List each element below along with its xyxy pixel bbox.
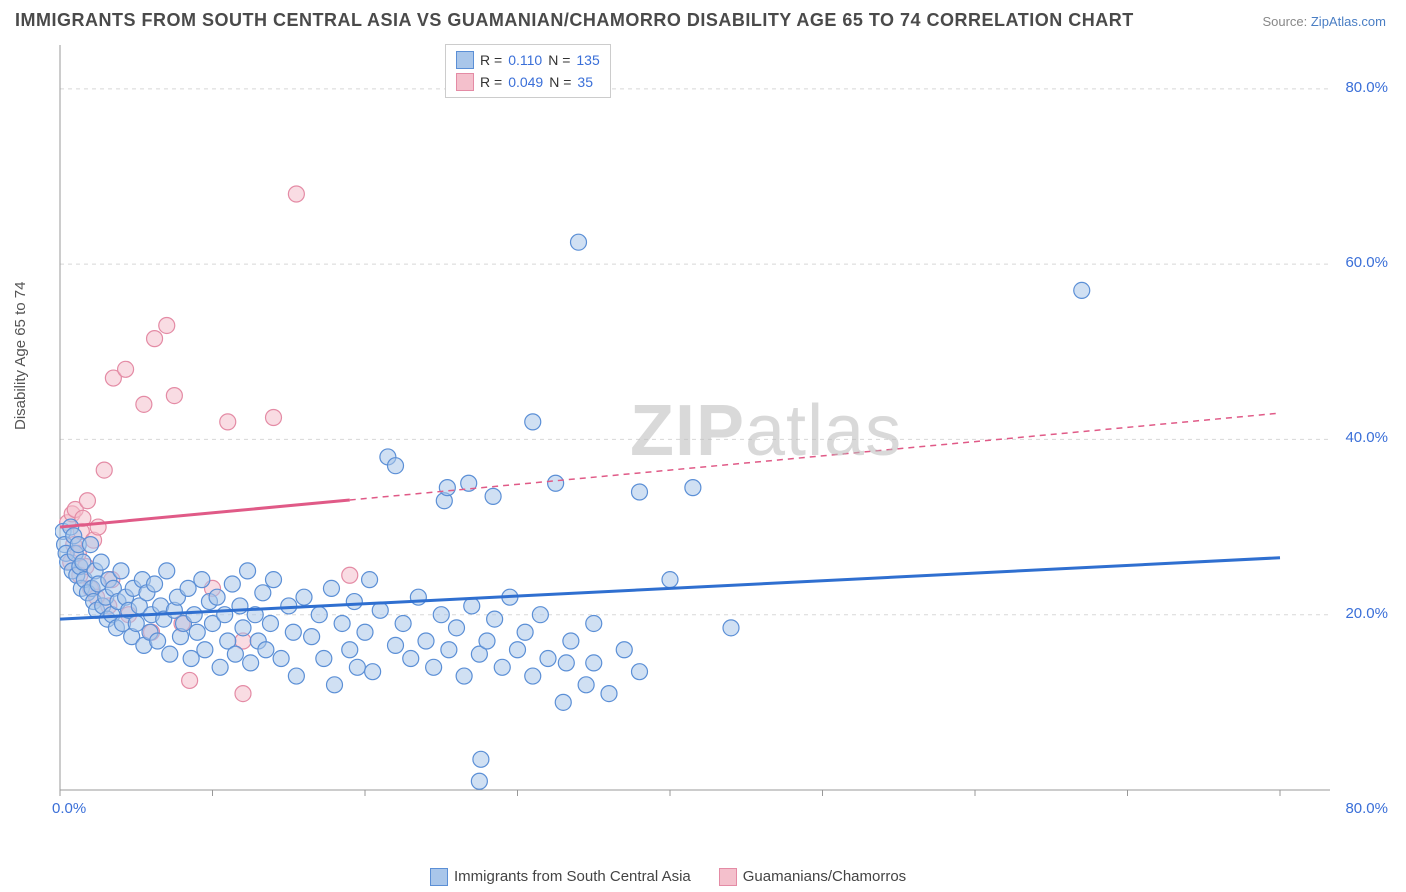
watermark-bold: ZIP: [630, 391, 745, 471]
legend-swatch: [456, 51, 474, 69]
watermark: ZIPatlas: [630, 390, 902, 472]
legend-n-label: N =: [549, 71, 571, 93]
legend-r-value: 0.110: [508, 49, 542, 71]
legend-n-value: 135: [576, 49, 599, 71]
y-axis-label: Disability Age 65 to 74: [12, 282, 29, 430]
legend-correlation: R = 0.110 N = 135 R = 0.049 N = 35: [445, 44, 611, 98]
legend-correlation-row: R = 0.110 N = 135: [456, 49, 600, 71]
x-tick-label: 0.0%: [52, 800, 86, 817]
source-label: Source:: [1262, 14, 1310, 29]
watermark-rest: atlas: [745, 391, 902, 471]
source-link[interactable]: ZipAtlas.com: [1311, 14, 1386, 29]
legend-series-item: Guamanians/Chamorros: [719, 868, 906, 886]
legend-r-value: 0.049: [508, 71, 543, 93]
legend-r-label: R =: [480, 49, 502, 71]
legend-swatch: [430, 868, 448, 886]
legend-r-label: R =: [480, 71, 502, 93]
legend-swatch: [719, 868, 737, 886]
chart-title: IMMIGRANTS FROM SOUTH CENTRAL ASIA VS GU…: [15, 10, 1134, 31]
y-tick-label: 80.0%: [1345, 79, 1388, 96]
x-tick-label: 80.0%: [1345, 800, 1388, 817]
source-attribution: Source: ZipAtlas.com: [1262, 14, 1386, 29]
y-tick-label: 20.0%: [1345, 605, 1388, 622]
legend-n-value: 35: [577, 71, 593, 93]
legend-series-item: Immigrants from South Central Asia: [430, 868, 691, 886]
legend-n-label: N =: [548, 49, 570, 71]
legend-correlation-row: R = 0.049 N = 35: [456, 71, 600, 93]
legend-series-label: Immigrants from South Central Asia: [454, 868, 691, 885]
y-tick-label: 60.0%: [1345, 254, 1388, 271]
legend-series: Immigrants from South Central Asia Guaman…: [430, 868, 906, 886]
y-tick-label: 40.0%: [1345, 429, 1388, 446]
legend-series-label: Guamanians/Chamorros: [743, 868, 906, 885]
legend-swatch: [456, 73, 474, 91]
